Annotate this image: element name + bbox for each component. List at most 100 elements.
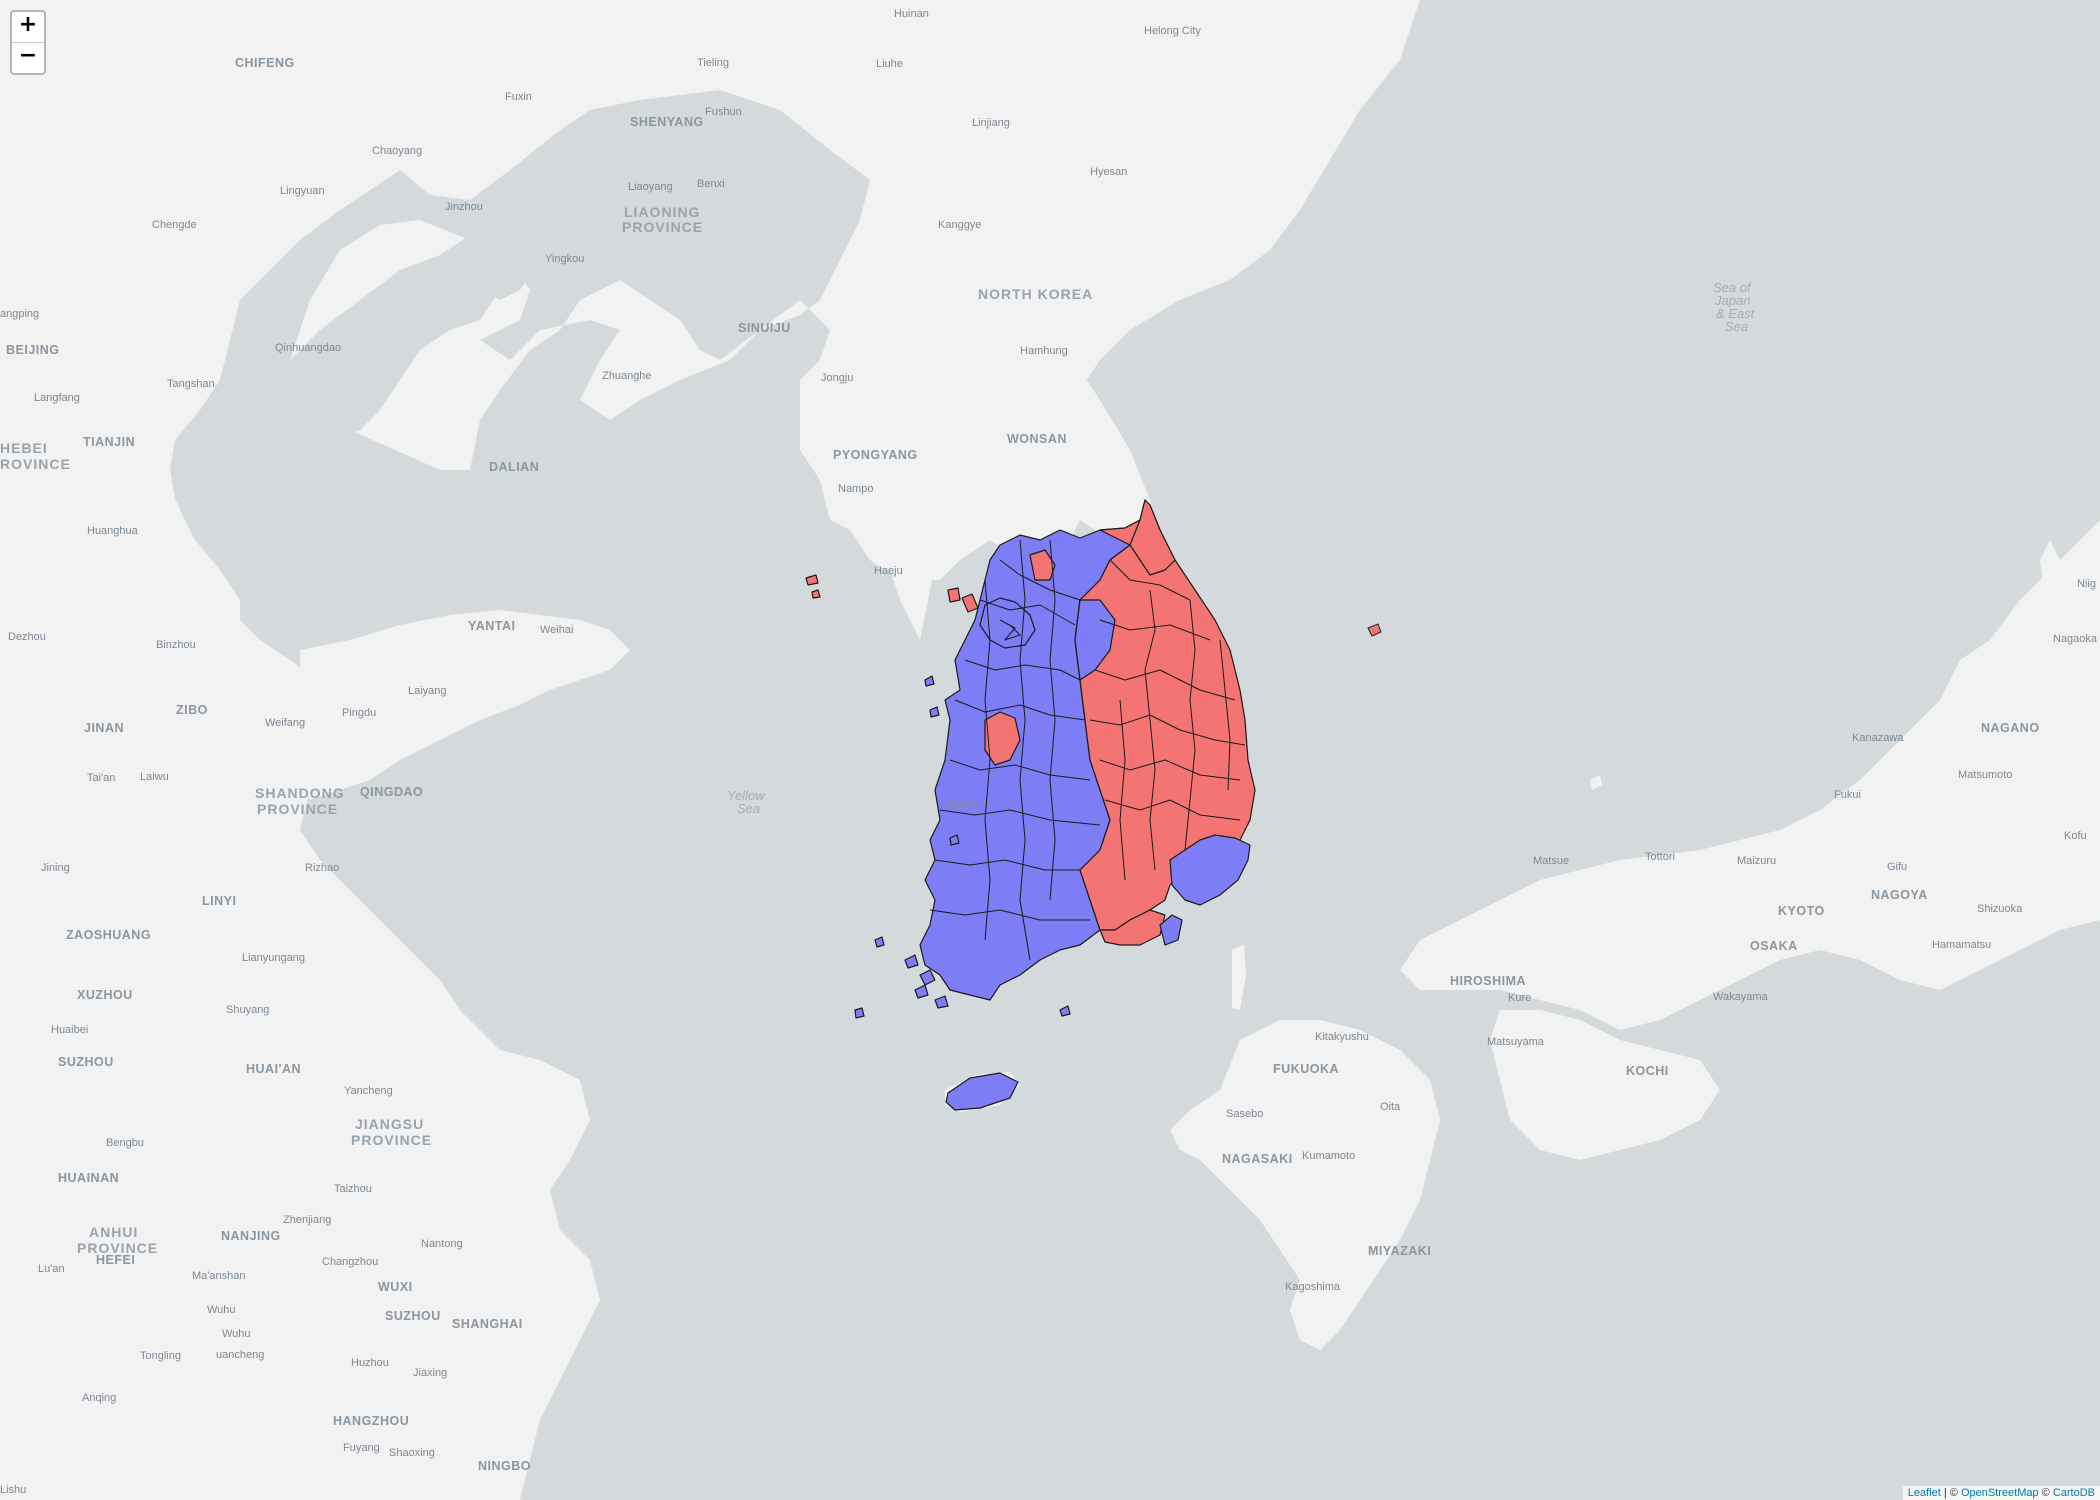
label-gifu: Gifu (1887, 861, 1907, 873)
japan-kyushu (1170, 1020, 1440, 1350)
label-xuzhou: XUZHOU (77, 988, 133, 1002)
label-qinhuangdao: Qinhuangdao (275, 342, 341, 354)
label-anhui-1: ANHUI (89, 1224, 138, 1240)
label-matsumoto: Matsumoto (1958, 769, 2012, 781)
label-hefei: HEFEI (96, 1253, 135, 1267)
map-labels: Huinan Helong City CHIFENG Tieling Liuhe… (0, 8, 2098, 1496)
label-fukui: Fukui (1834, 789, 1861, 801)
label-miyazaki: MIYAZAKI (1368, 1244, 1431, 1258)
label-sea-3: & East (1716, 306, 1756, 321)
label-kofu: Kofu (2064, 830, 2087, 842)
region-busan-blue[interactable] (1169, 834, 1251, 906)
label-wuhu-2: Wuhu (222, 1328, 251, 1340)
label-fuxin: Fuxin (505, 91, 532, 103)
label-tongling: Tongling (140, 1350, 181, 1362)
cartodb-link[interactable]: CartoDB (2052, 1487, 2095, 1499)
shandong-peninsula (300, 610, 630, 800)
label-liuhe: Liuhe (876, 58, 903, 70)
label-kanazawa: Kanazawa (1852, 732, 1904, 744)
choropleth-south-korea[interactable] (805, 499, 1256, 1111)
label-chifeng: CHIFENG (235, 56, 295, 70)
label-pingdu: Pingdu (342, 707, 376, 719)
label-fuyang: Fuyang (343, 1442, 380, 1454)
zoom-in-button[interactable]: + (18, 12, 38, 37)
label-yingkou: Yingkou (545, 253, 584, 265)
label-huzhou: Huzhou (351, 1357, 389, 1369)
label-jiaxing: Jiaxing (413, 1367, 447, 1379)
region-geoje-blue[interactable] (1159, 914, 1183, 946)
attribution-sep-2: © (2038, 1487, 2053, 1499)
region-ganghwa-red[interactable] (947, 587, 961, 603)
label-nagano: NAGANO (1981, 721, 2040, 735)
label-wonsan: WONSAN (1007, 432, 1067, 446)
label-maizuru: Maizuru (1737, 855, 1776, 867)
label-tianjin: TIANJIN (83, 435, 135, 449)
label-kure: Kure (1508, 992, 1531, 1004)
leaflet-link[interactable]: Leaflet (1907, 1487, 1941, 1499)
label-taizhou: Taizhou (334, 1183, 372, 1195)
label-yellow-sea-2: Sea (737, 801, 760, 816)
label-laiyang: Laiyang (408, 685, 447, 697)
label-huaibei: Huaibei (51, 1024, 88, 1036)
label-yellow-sea-1: Yellow (727, 788, 766, 803)
label-zhenjiang: Zhenjiang (283, 1214, 331, 1226)
label-hiroshima: HIROSHIMA (1450, 974, 1526, 988)
label-lianyungang: Lianyungang (242, 952, 305, 964)
label-chengde: Chengde (152, 219, 197, 231)
region-incheon-red[interactable] (961, 593, 979, 613)
region-west-red[interactable] (984, 711, 1021, 766)
region-central-blue[interactable] (1074, 599, 1116, 681)
zoom-out-button[interactable]: − (12, 42, 44, 73)
label-wuxi: WUXI (378, 1280, 413, 1294)
label-binzhou: Binzhou (156, 639, 196, 651)
label-luan: Lu'an (38, 1263, 65, 1275)
korea-north-land (800, 310, 1160, 580)
label-sea-2: Japan (1714, 293, 1750, 308)
label-shenyang: SHENYANG (630, 115, 704, 129)
osm-link[interactable]: OpenStreetMap (1960, 1487, 2039, 1499)
label-tieling: Tieling (697, 57, 729, 69)
label-fushun: Fushun (705, 106, 742, 118)
region-daecheong-red[interactable] (811, 589, 821, 599)
oki-islands (1590, 775, 1602, 790)
region-seoul-blue[interactable] (979, 597, 1036, 649)
label-shaoxing: Shaoxing (389, 1447, 435, 1459)
region-gangwon-red[interactable] (1129, 499, 1176, 576)
label-wuhu: Wuhu (207, 1304, 236, 1316)
label-jinzhou: Jinzhou (445, 201, 483, 213)
label-zaoshuang: ZAOSHUANG (66, 928, 151, 942)
label-beijing: BEIJING (6, 343, 60, 357)
label-liaoning-2: PROVINCE (622, 219, 703, 235)
label-dezhou: Dezhou (8, 631, 46, 643)
label-angping: angping (0, 308, 39, 320)
label-hamhung: Hamhung (1020, 345, 1068, 357)
label-jining: Jining (41, 862, 70, 874)
label-sinuiju: SINUIJU (738, 321, 791, 335)
label-nagoya: NAGOYA (1871, 888, 1928, 902)
region-baengnyeong-red[interactable] (805, 574, 819, 586)
label-kanggye: Kanggye (938, 219, 981, 231)
label-hebei-1: HEBEI (0, 440, 48, 456)
label-jiangsu-1: JIANGSU (355, 1116, 424, 1132)
label-weihai: Weihai (540, 624, 573, 636)
label-shandong-2: PROVINCE (257, 801, 338, 817)
label-hebei-2: ROVINCE (0, 456, 71, 472)
label-kyoto: KYOTO (1778, 904, 1825, 918)
label-helong: Helong City (1144, 25, 1201, 37)
label-jinan: JINAN (84, 721, 124, 735)
label-yancheng: Yancheng (344, 1085, 393, 1097)
label-tottori: Tottori (1645, 851, 1675, 863)
label-dalian: DALIAN (489, 460, 539, 474)
region-jeju-blue[interactable] (945, 1072, 1019, 1111)
label-anqing: Anqing (82, 1392, 116, 1404)
label-pyongyang: PYONGYANG (833, 448, 918, 462)
label-benxi: Benxi (697, 178, 725, 190)
label-shanghai: SHANGHAI (452, 1317, 523, 1331)
label-gunsan: Gunsa (945, 799, 978, 811)
label-haeju: Haeju (874, 565, 903, 577)
label-chaoyang: Chaoyang (372, 145, 422, 157)
label-rizhao: Rizhao (305, 862, 339, 874)
coastal-islands (854, 675, 1071, 1019)
